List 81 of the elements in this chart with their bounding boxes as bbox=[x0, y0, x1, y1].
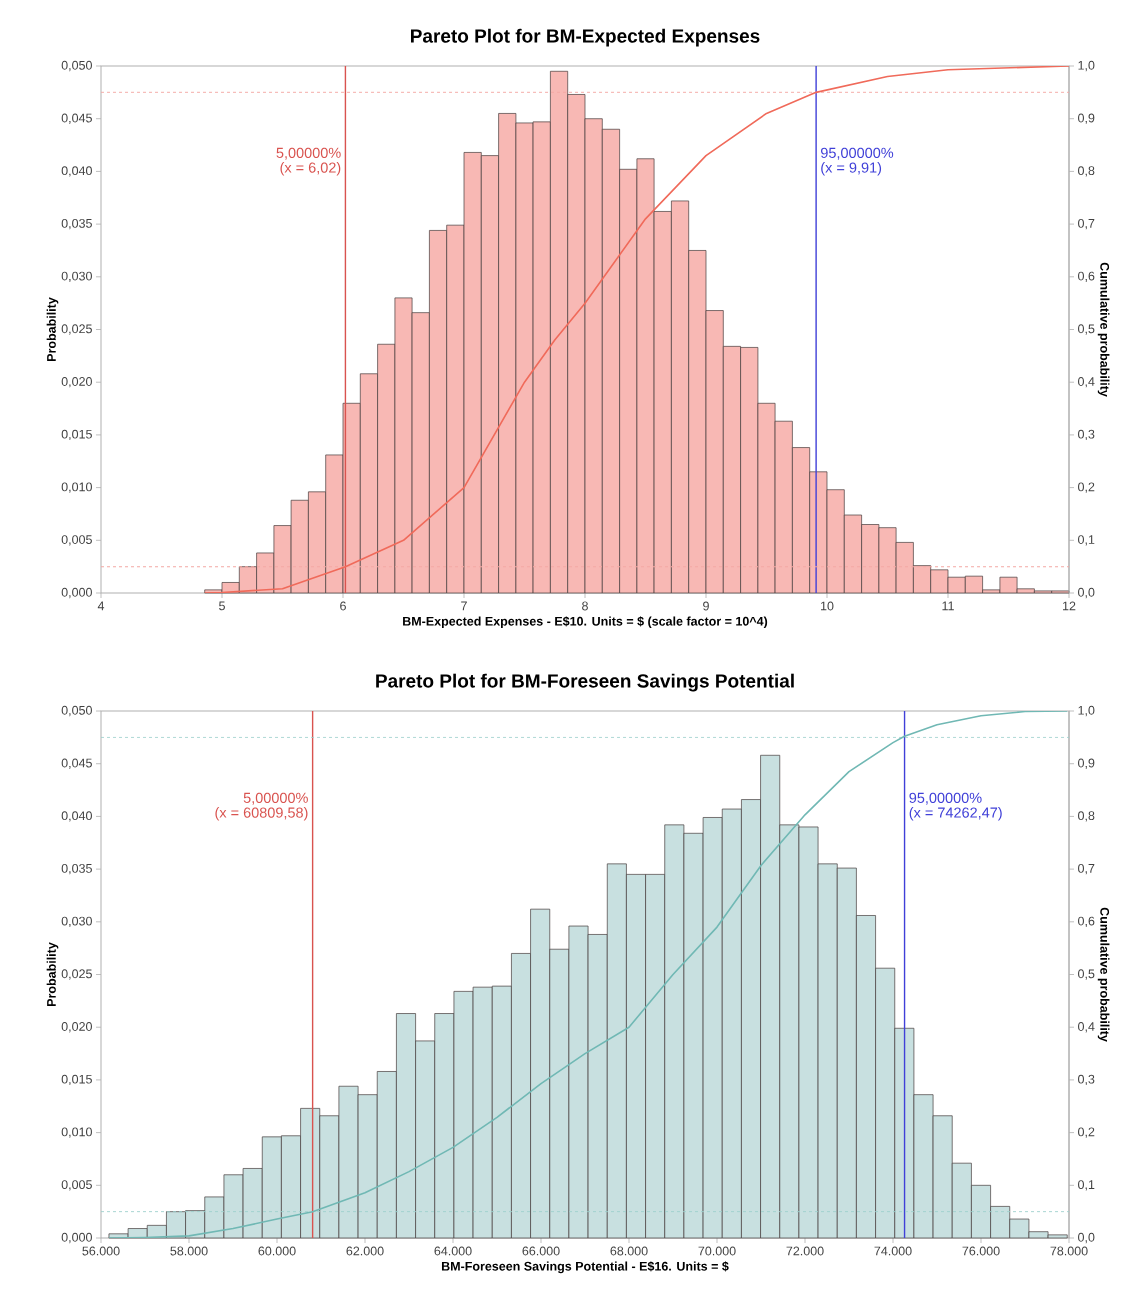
y-tick-label: 0,045 bbox=[61, 113, 92, 124]
y-tick-label: 0,005 bbox=[61, 1180, 92, 1191]
y2-axis-title: Cumulative probability bbox=[1097, 907, 1110, 1042]
annotation: (x = 6,02) bbox=[280, 162, 341, 176]
x-axis-title: BM-Expected Expenses - E$10. Units = $ (scale factor = 10^4) bbox=[403, 616, 768, 629]
y2-tick-label: 1,0 bbox=[1078, 705, 1095, 717]
y-tick-label: 0,030 bbox=[61, 271, 92, 282]
x-tick-label: 62.000 bbox=[346, 1246, 384, 1256]
y-tick-label: 0,040 bbox=[61, 811, 92, 822]
y2-axis-title: Cumulative probability bbox=[1097, 262, 1110, 397]
x-tick-label: 9 bbox=[703, 601, 709, 611]
y-tick-label: 0,025 bbox=[61, 969, 92, 980]
y2-tick-label: 0,8 bbox=[1078, 811, 1095, 822]
ref-line-label: 95,00000% bbox=[820, 147, 894, 160]
x-tick-label: 72.000 bbox=[786, 1246, 824, 1256]
y2-tick-label: 0,1 bbox=[1078, 1180, 1095, 1191]
y-tick-label: 0,045 bbox=[61, 758, 92, 769]
x-tick-label: 12 bbox=[1063, 601, 1076, 611]
annotation: (x = 9,91) bbox=[821, 162, 882, 176]
y2-tick-label: 0,3 bbox=[1078, 429, 1095, 441]
y2-tick-label: 1,0 bbox=[1078, 60, 1095, 72]
y-tick-label: 0,000 bbox=[61, 1232, 92, 1244]
x-tick-label: 10 bbox=[821, 601, 834, 611]
x-tick-label: 74.000 bbox=[874, 1246, 912, 1256]
y-tick-label: 0,030 bbox=[61, 916, 92, 927]
x-tick-label: 7 bbox=[461, 601, 467, 611]
x-tick-label: 64.000 bbox=[434, 1246, 472, 1256]
y2-tick-label: 0,4 bbox=[1078, 377, 1095, 388]
x-tick-label: 5 bbox=[219, 601, 225, 611]
y-tick-label: 0,040 bbox=[61, 166, 92, 177]
ref-line-label: 5,00000% bbox=[276, 147, 341, 160]
annotation: (x = 74262,47) bbox=[909, 807, 1002, 821]
annotation: (x = 60809,58) bbox=[215, 807, 308, 821]
y2-tick-label: 0,4 bbox=[1078, 1022, 1095, 1033]
y2-tick-label: 0,1 bbox=[1078, 535, 1095, 546]
x-tick-label: 68.000 bbox=[610, 1246, 648, 1256]
ref-line-label: 95,00000% bbox=[909, 792, 982, 805]
y-tick-label: 0,035 bbox=[61, 863, 92, 875]
y-tick-label: 0,010 bbox=[61, 1127, 92, 1138]
y-tick-label: 0,050 bbox=[61, 60, 92, 72]
y2-tick-label: 0,2 bbox=[1078, 1127, 1095, 1138]
y2-tick-label: 0,7 bbox=[1078, 863, 1095, 875]
x-tick-label: 66.000 bbox=[522, 1246, 560, 1256]
x-tick-label: 11 bbox=[942, 601, 954, 611]
chart-title: Pareto Plot for BM-Foreseen Savings Potential bbox=[376, 673, 794, 692]
y2-tick-label: 0,0 bbox=[1078, 587, 1095, 599]
x-tick-label: 4 bbox=[97, 601, 105, 611]
x-tick-label: 76.000 bbox=[962, 1246, 1000, 1256]
y2-tick-label: 0,3 bbox=[1078, 1074, 1095, 1086]
x-tick-label: 8 bbox=[582, 601, 588, 611]
y2-tick-label: 0,5 bbox=[1078, 969, 1095, 980]
y-tick-label: 0,010 bbox=[61, 482, 92, 493]
y2-tick-label: 0,6 bbox=[1078, 916, 1095, 927]
y2-tick-label: 0,9 bbox=[1078, 113, 1095, 124]
y-axis-title: Probability bbox=[46, 942, 59, 1006]
x-tick-label: 6 bbox=[340, 601, 346, 611]
y2-tick-label: 0,2 bbox=[1078, 482, 1095, 493]
y2-tick-label: 0,9 bbox=[1078, 758, 1095, 769]
y-tick-label: 0,000 bbox=[61, 587, 92, 599]
x-tick-label: 58.000 bbox=[170, 1246, 208, 1256]
y-tick-label: 0,005 bbox=[61, 535, 92, 546]
chart-title: Pareto Plot for BM-Expected Expenses bbox=[411, 28, 760, 47]
y-tick-label: 0,020 bbox=[61, 1022, 92, 1033]
ref-line-label: 5,00000% bbox=[243, 792, 308, 805]
y-tick-label: 0,025 bbox=[61, 324, 92, 335]
y2-tick-label: 0,0 bbox=[1078, 1232, 1095, 1244]
x-tick-label: 56.000 bbox=[82, 1246, 120, 1256]
x-axis-title: BM-Foreseen Savings Potential - E$16. Units = $ bbox=[441, 1261, 729, 1274]
y-tick-label: 0,015 bbox=[61, 1074, 92, 1086]
x-tick-label: 78.000 bbox=[1050, 1246, 1088, 1256]
x-tick-label: 70.000 bbox=[698, 1246, 736, 1256]
y2-tick-label: 0,6 bbox=[1078, 271, 1095, 282]
y2-tick-label: 0,8 bbox=[1078, 166, 1095, 177]
y-tick-label: 0,015 bbox=[61, 429, 92, 441]
y-tick-label: 0,035 bbox=[61, 218, 92, 230]
y2-tick-label: 0,5 bbox=[1078, 324, 1095, 335]
y-tick-label: 0,020 bbox=[61, 377, 92, 388]
x-tick-label: 60.000 bbox=[258, 1246, 296, 1256]
y-axis-title: Probability bbox=[46, 297, 59, 361]
y2-tick-label: 0,7 bbox=[1078, 218, 1095, 230]
y-tick-label: 0,050 bbox=[61, 705, 92, 717]
